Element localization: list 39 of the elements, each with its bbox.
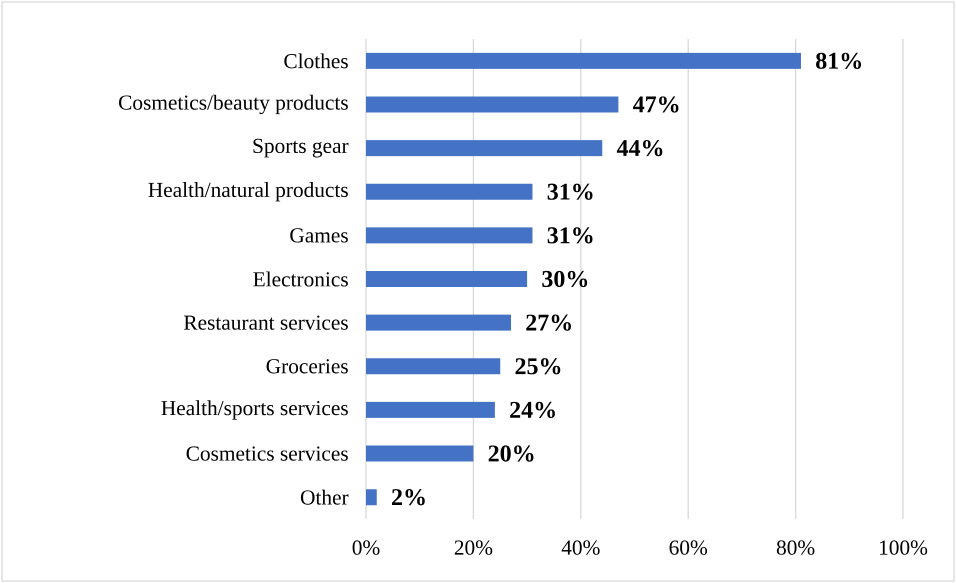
bar bbox=[366, 402, 495, 418]
bar bbox=[366, 489, 377, 506]
y-tick-label: Other bbox=[300, 490, 348, 505]
x-tick-label: 80% bbox=[776, 540, 814, 555]
y-tick-label: Groceries bbox=[266, 359, 348, 374]
bar bbox=[366, 446, 474, 462]
bar bbox=[366, 52, 801, 69]
bar bbox=[366, 184, 532, 200]
y-tick-label: Sports gear bbox=[253, 138, 348, 158]
data-label: 31% bbox=[548, 227, 592, 244]
data-label: 20% bbox=[488, 445, 534, 462]
data-label: 81% bbox=[816, 52, 861, 69]
data-label: 30% bbox=[542, 270, 588, 288]
x-tick-label: 60% bbox=[670, 540, 708, 555]
x-tick-label: 40% bbox=[562, 540, 600, 555]
y-tick-label: Games bbox=[290, 228, 348, 243]
y-tick-label: Cosmetics/beauty products bbox=[119, 94, 348, 114]
bar bbox=[366, 96, 618, 112]
y-tick-label: Health/natural products bbox=[148, 182, 348, 202]
x-tick-label: 100% bbox=[880, 540, 928, 555]
y-tick-label: Restaurant services bbox=[184, 315, 348, 330]
data-label: 47% bbox=[632, 96, 678, 113]
data-label: 44% bbox=[616, 140, 662, 156]
bar bbox=[366, 358, 500, 374]
y-tick-label: Cosmetics services bbox=[186, 446, 348, 461]
bar bbox=[366, 314, 511, 331]
data-label: 25% bbox=[516, 358, 560, 374]
y-tick-label: Clothes bbox=[284, 53, 348, 68]
bar bbox=[366, 140, 602, 156]
x-tick-label: 0% bbox=[352, 540, 380, 555]
data-label: 2% bbox=[392, 489, 425, 506]
data-label: 27% bbox=[526, 314, 572, 331]
x-tick-label: 20% bbox=[454, 540, 492, 555]
data-label: 31% bbox=[548, 184, 592, 200]
bar bbox=[366, 271, 528, 288]
y-tick-label: Electronics bbox=[253, 272, 348, 287]
bar bbox=[366, 227, 532, 244]
y-tick-label: Health/sports services bbox=[161, 400, 348, 420]
data-label: 24% bbox=[510, 402, 555, 418]
